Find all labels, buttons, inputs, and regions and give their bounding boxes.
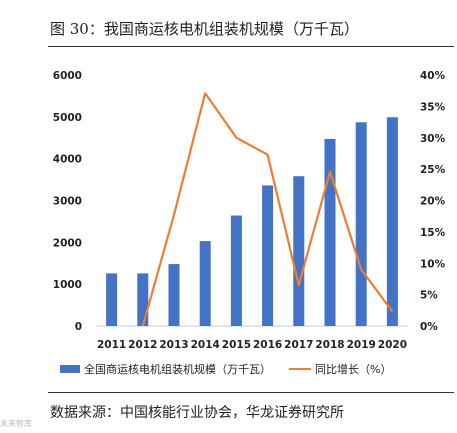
right-tick-label: 30%	[420, 133, 446, 145]
watermark: 未来智库	[0, 419, 32, 428]
bar	[293, 176, 305, 326]
bar	[199, 241, 211, 326]
x-tick-label: 2016	[253, 339, 282, 351]
left-axis: 0 1000 2000 3000 4000 5000 6000	[53, 70, 82, 333]
left-tick-label: 5000	[53, 112, 82, 124]
legend-line-label: 同比增长（%）	[315, 363, 392, 376]
left-tick-label: 0	[75, 321, 82, 333]
x-tick-label: 2019	[347, 339, 376, 351]
bar	[230, 215, 242, 326]
x-tick-label: 2015	[222, 339, 251, 351]
bar	[386, 117, 398, 326]
source-note: 数据来源：中国核能行业协会，华龙证券研究所	[50, 405, 344, 421]
bar	[168, 264, 180, 326]
bar	[324, 139, 336, 326]
right-tick-label: 0%	[420, 321, 438, 333]
right-tick-label: 35%	[420, 101, 446, 113]
x-tick-label: 2011	[97, 339, 126, 351]
x-tick-label: 2017	[284, 339, 313, 351]
left-tick-label: 3000	[53, 196, 82, 208]
figure-title: 图 30：我国商运核电机组装机规模（万千瓦）	[50, 20, 359, 38]
top-rule	[48, 46, 454, 47]
bar	[106, 273, 118, 326]
left-tick-label: 1000	[53, 279, 82, 291]
right-tick-label: 10%	[420, 258, 446, 270]
legend-line-swatch	[289, 368, 311, 370]
right-tick-label: 5%	[420, 290, 438, 302]
chart-svg: 0 1000 2000 3000 4000 5000 6000 0% 5% 10% 15% 20% 2…	[53, 70, 446, 351]
x-tick-label: 2020	[378, 339, 407, 351]
x-tick-label: 2014	[191, 339, 220, 351]
left-tick-label: 4000	[53, 154, 82, 166]
right-tick-label: 15%	[420, 227, 446, 239]
right-tick-label: 40%	[420, 70, 446, 82]
x-axis: 2011 2012 2013 2014 2015 2016 2017 2018 2019 2020	[97, 339, 407, 351]
right-tick-label: 20%	[420, 196, 446, 208]
legend: 全国商运核电机组装机规模（万千瓦） 同比增长（%）	[60, 360, 450, 378]
bar	[137, 273, 149, 326]
legend-bar-swatch	[60, 365, 80, 373]
x-tick-label: 2012	[128, 339, 157, 351]
bottom-rule	[48, 392, 454, 393]
left-tick-label: 2000	[53, 237, 82, 249]
left-tick-label: 6000	[53, 70, 82, 82]
right-axis: 0% 5% 10% 15% 20% 25% 30% 35% 40%	[420, 70, 446, 333]
bar-series	[106, 117, 398, 326]
legend-bar-label: 全国商运核电机组装机规模（万千瓦）	[84, 363, 271, 376]
x-tick-label: 2018	[315, 339, 344, 351]
bar	[262, 185, 274, 326]
x-tick-label: 2013	[159, 339, 188, 351]
right-tick-label: 25%	[420, 164, 446, 176]
bar	[355, 122, 367, 326]
